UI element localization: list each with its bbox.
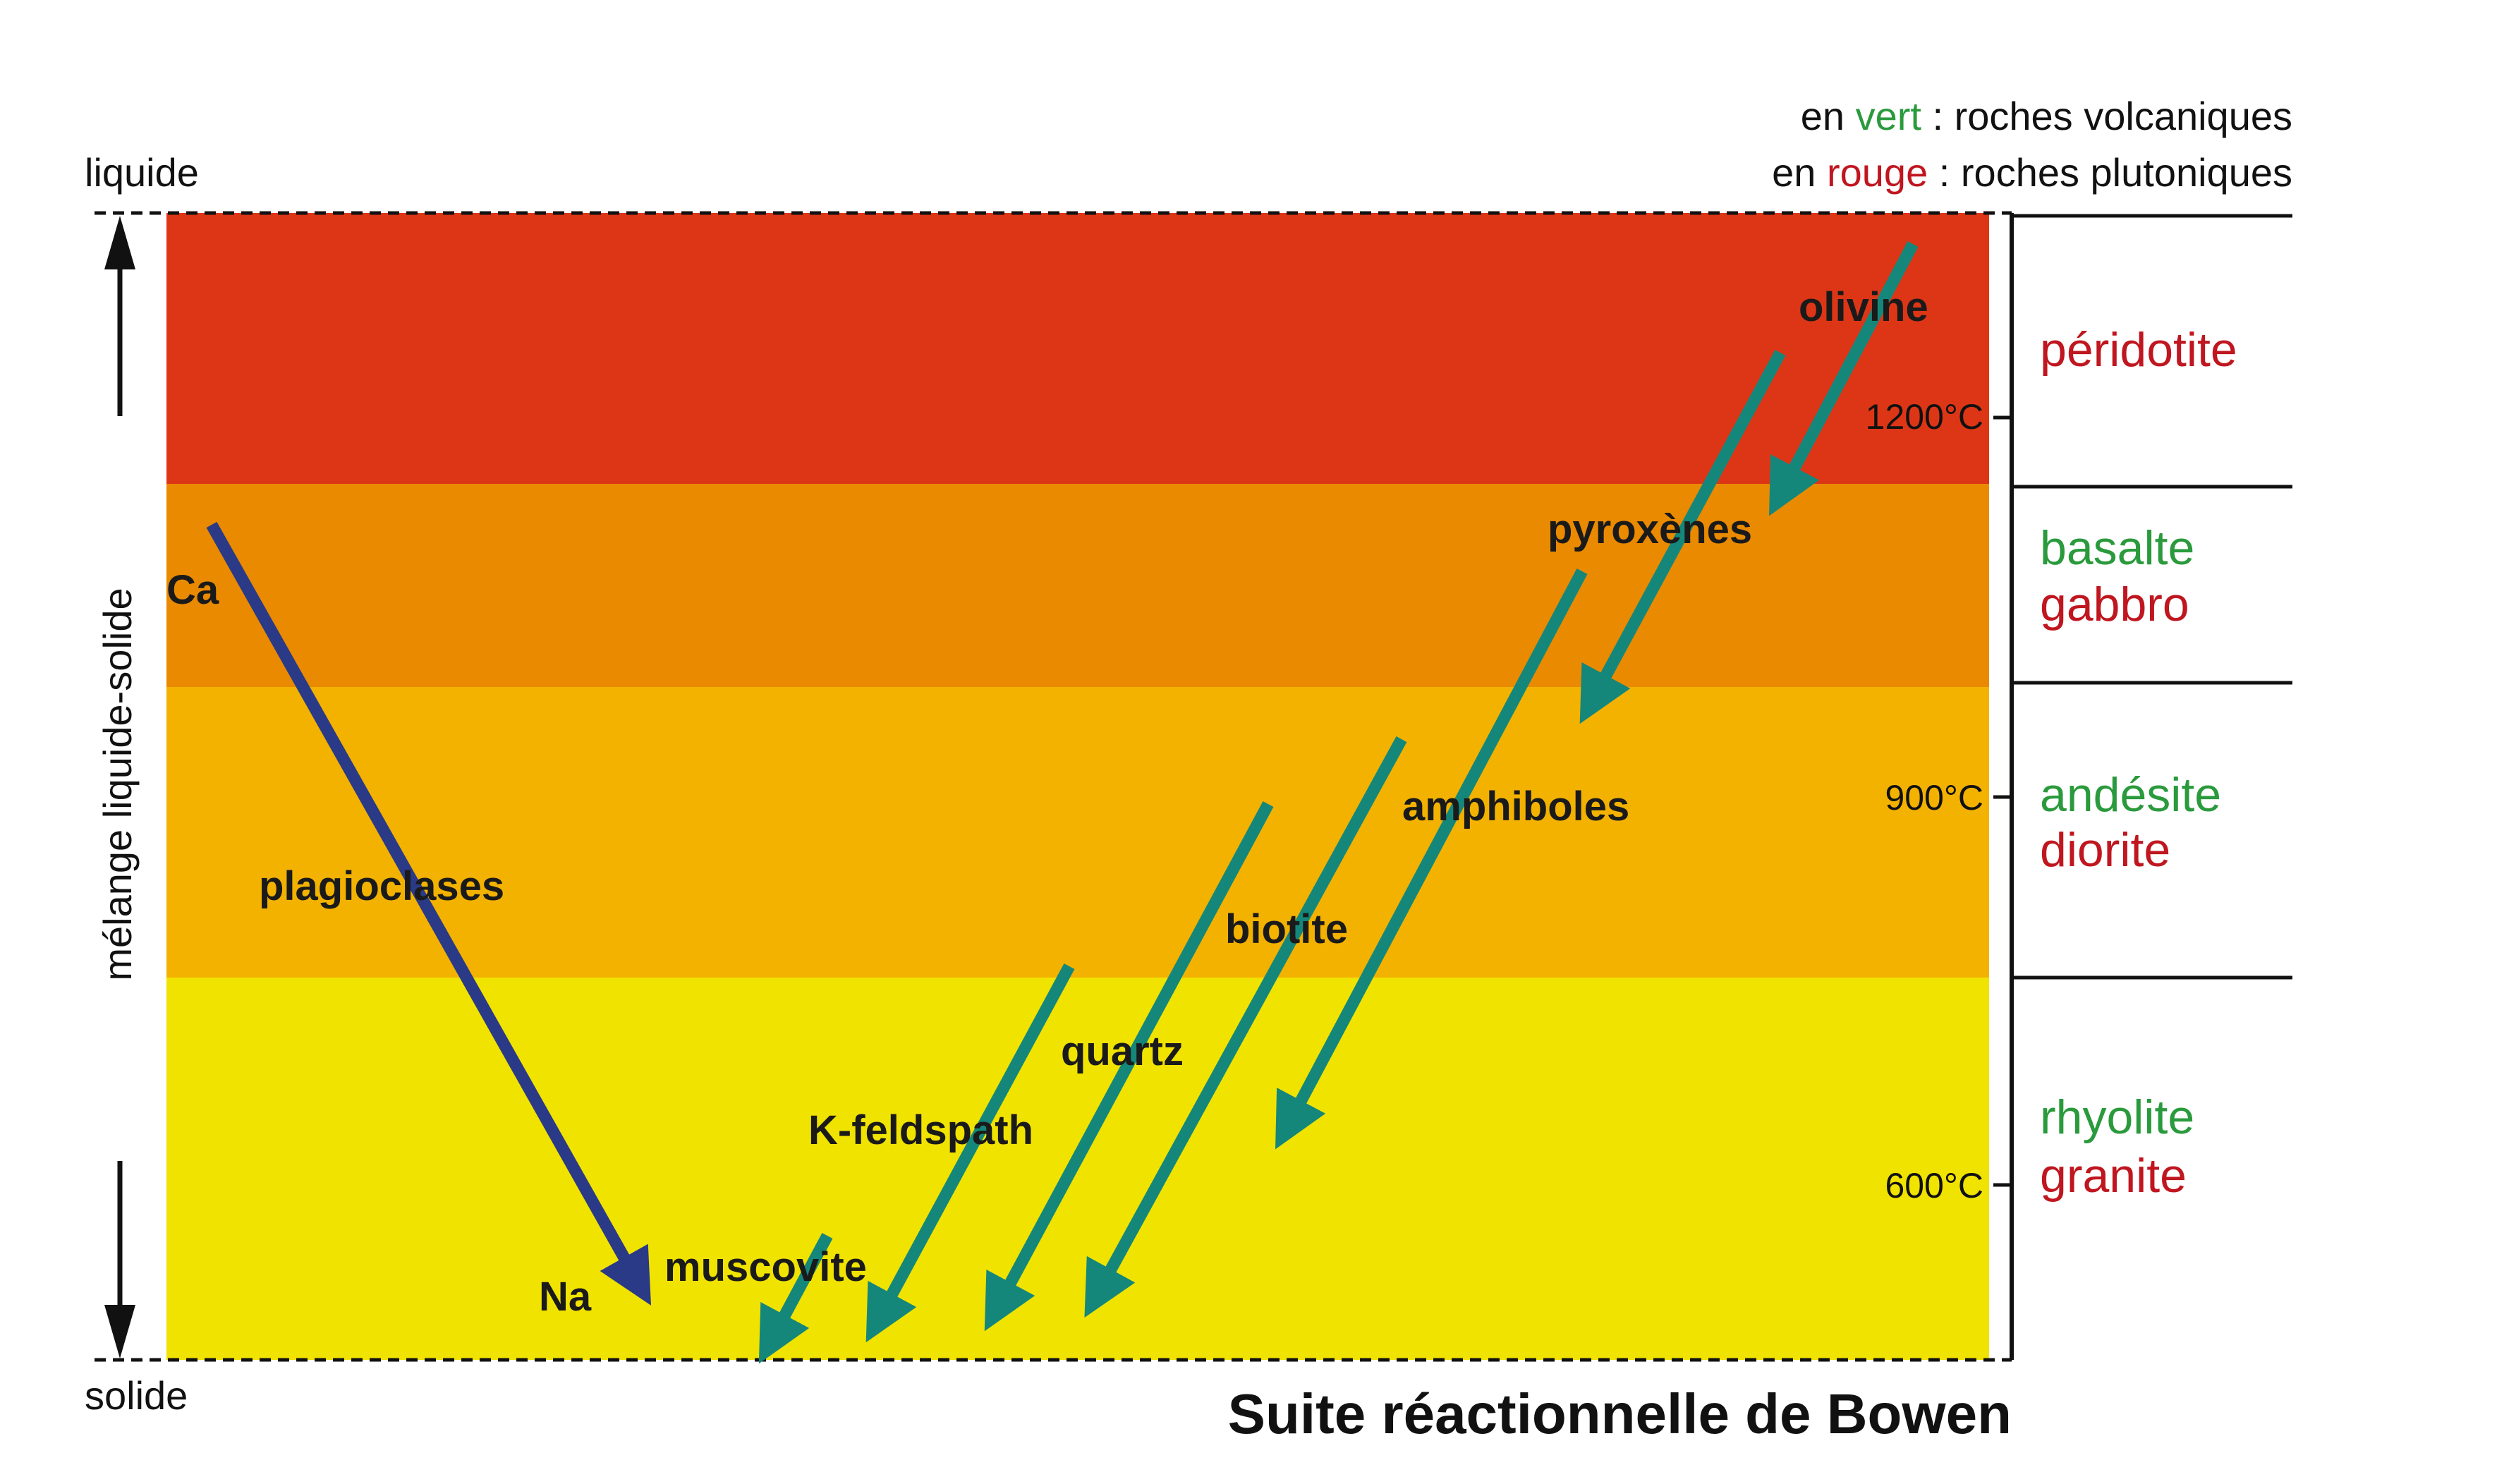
arrow-pyroxenes-amphiboles (1579, 349, 1786, 724)
rock-diorite: diorite (2040, 823, 2170, 877)
label-quartz: quartz (1061, 1028, 1184, 1074)
arrow-muscovite (758, 1232, 833, 1364)
legend-volcanic: en vert : roches volcaniques (1801, 94, 2292, 138)
axis-down-arrowhead (104, 1305, 135, 1358)
temp-label-1200: 1200°C (1866, 397, 1983, 437)
arrow-plagioclases (206, 521, 652, 1306)
rock-peridotite: péridotite (2040, 323, 2237, 377)
label-ca: Ca (166, 567, 219, 613)
label-olivine: olivine (1799, 284, 1928, 330)
rock-granite: granite (2040, 1149, 2187, 1203)
temp-label-600: 600°C (1885, 1166, 1983, 1205)
label-k-feldspath: K-feldspath (808, 1107, 1033, 1153)
arrow-olivine-pyroxenes (1769, 241, 1919, 516)
temp-label-900: 900°C (1885, 778, 1983, 817)
rock-gabbro: gabbro (2040, 578, 2189, 631)
label-na: Na (539, 1274, 592, 1320)
arrow-k-feldspath (865, 963, 1075, 1343)
legend-plutonic: en rouge : roches plutoniques (1772, 150, 2292, 195)
liquid-label: liquide (85, 150, 199, 195)
label-amphiboles: amphiboles (1402, 784, 1629, 829)
band-peridotite (166, 213, 1989, 484)
solid-label: solide (85, 1373, 188, 1418)
discontinuous-series-arrows (758, 241, 1919, 1364)
label-pyroxenes: pyroxènes (1548, 506, 1752, 552)
label-plagioclases: plagioclases (259, 863, 504, 909)
rock-basalte: basalte (2040, 521, 2194, 575)
band-andesite-diorite (166, 687, 1989, 978)
arrow-biotite-end (1084, 736, 1407, 1318)
rock-andesite: andésite (2040, 768, 2221, 822)
axis-up-arrowhead (104, 216, 135, 269)
label-muscovite: muscovite (664, 1244, 867, 1290)
arrow-quartz (984, 801, 1274, 1332)
rock-rhyolite: rhyolite (2040, 1090, 2194, 1144)
arrow-amphiboles-biotite (1275, 568, 1588, 1150)
diagram-title: Suite réactionnelle de Bowen (1228, 1382, 2012, 1445)
mixture-label: mélange liquide-solide (95, 588, 140, 980)
temperature-bands (166, 213, 1989, 1360)
label-biotite: biotite (1225, 906, 1348, 952)
